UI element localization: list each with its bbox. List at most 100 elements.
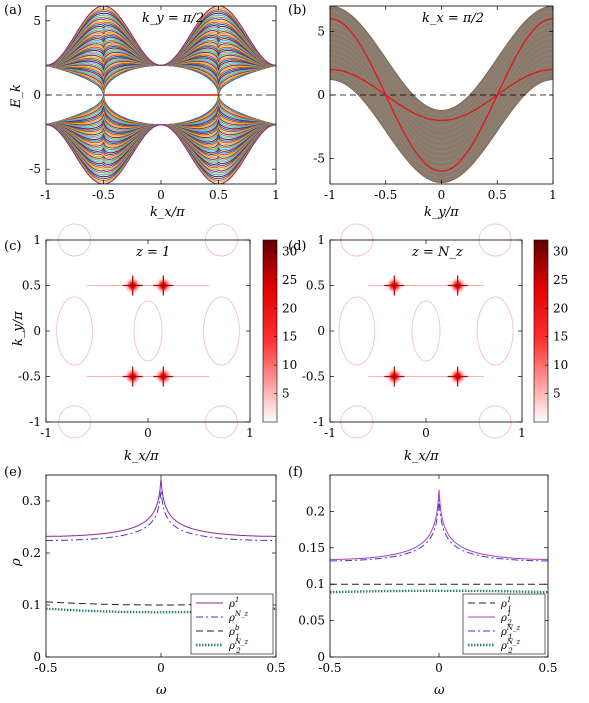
panel-d-xlabel: k_x/π [404, 449, 439, 464]
panel-a-annotation: k_y = π/2 [142, 11, 204, 26]
y-tick-label: 0 [317, 650, 325, 664]
panel-c: -1 0 1 -1 -0.5 0 0.5 1 5 10 15 20 25 30 (c) z = 1 k_… [4, 223, 297, 464]
colorbar-tick-label: 30 [282, 244, 297, 258]
y-tick-label: -0.5 [18, 370, 41, 384]
y-tick-label: 0 [33, 324, 41, 338]
x-tick-label: 0 [157, 661, 165, 675]
y-tick-label: 5 [317, 24, 325, 38]
band-striation [330, 32, 553, 137]
band-striation [330, 42, 553, 147]
panel-a-bands [46, 6, 276, 184]
panel-c-ticks: -1 0 1 -1 -0.5 0 0.5 1 [18, 233, 254, 440]
x-tick-label: 0.5 [209, 188, 228, 202]
spectral-contour [476, 296, 514, 366]
x-tick-label: 0 [422, 426, 430, 440]
colorbar-tick-label: 20 [282, 301, 297, 315]
y-tick-label: 0.3 [22, 494, 41, 508]
y-tick-label: -5 [313, 152, 325, 166]
panel-f: -0.5 0 0.500.050.10.150.2 ρ1 1ρ1 2ρN_z 1ρN_z 2… [288, 465, 558, 698]
band-striation [330, 11, 553, 116]
y-tick-label: 0.1 [306, 577, 325, 591]
legend-box [462, 593, 546, 655]
legend-entry: ρ1 [228, 596, 239, 610]
y-tick-label: -1 [313, 415, 325, 429]
y-tick-label: 0.1 [22, 598, 41, 612]
y-tick-label: 0.2 [22, 546, 41, 560]
surface-band-curve [330, 18, 553, 172]
y-tick-label: 0.15 [298, 541, 325, 555]
band-line [46, 6, 276, 66]
panel-a-xlabel: k_x/π [150, 205, 185, 220]
band-striation [330, 47, 553, 152]
y-tick-label: 0.5 [22, 279, 41, 293]
y-tick-label: 0.05 [298, 614, 325, 628]
panel-d-colorbar-ticks: 5 10 15 20 25 30 [545, 244, 568, 401]
panel-d-ticks: -1 0 1 -1 -0.5 0 0.5 1 [302, 233, 526, 440]
colorbar-tick-label: 15 [553, 330, 568, 344]
spectral-contour [56, 296, 94, 366]
colorbar-tick-label: 10 [282, 358, 297, 372]
x-tick-label: 0 [435, 661, 443, 675]
legend-entry: ρN_z [228, 610, 249, 624]
x-tick-label: -0.5 [374, 188, 397, 202]
y-tick-label: 0.5 [306, 279, 325, 293]
y-tick-label: 0.2 [306, 504, 325, 518]
panel-c-colorbar [262, 239, 278, 423]
y-tick-label: 0 [317, 324, 325, 338]
y-tick-label: -1 [29, 415, 41, 429]
y-tick-label: -5 [29, 162, 41, 176]
x-tick-label: -1 [324, 188, 336, 202]
panel-e-xlabel: ω [156, 683, 167, 698]
colorbar-tick-label: 10 [553, 358, 568, 372]
colorbar-tick-label: 30 [553, 244, 568, 258]
colorbar-tick-label: 15 [282, 330, 297, 344]
x-tick-label: -0.5 [92, 188, 115, 202]
legend-entry: ρ1 1 [500, 596, 512, 613]
y-tick-label: 0 [317, 88, 325, 102]
panel-c-annotation: z = 1 [135, 245, 170, 260]
dos-series-line [46, 479, 276, 537]
x-tick-label: -0.5 [318, 661, 341, 675]
panel-b-bands [330, 6, 553, 183]
panel-b-ticks: -1 -0.5 0 0.5 1 -5 0 5 [313, 6, 557, 202]
legend-entry: ρb 1 [228, 624, 240, 641]
band-striation [330, 37, 553, 142]
band-striation [330, 74, 553, 178]
x-tick-label: 0.5 [488, 188, 507, 202]
spectral-contour [338, 296, 376, 366]
y-tick-label: 5 [33, 14, 41, 28]
panel-b-xlabel: k_y/π [424, 205, 459, 220]
x-tick-label: -1 [40, 426, 52, 440]
x-tick-label: 0.5 [266, 661, 285, 675]
panel-e-ylabel: ρ [9, 558, 24, 567]
band-line [46, 124, 276, 184]
x-tick-label: -1 [40, 188, 52, 202]
y-tick-label: 1 [317, 233, 325, 247]
panel-c-ylabel: k_y/π [11, 311, 26, 346]
band-striation [330, 21, 553, 127]
panel-e-label: (e) [4, 465, 22, 480]
panel-c-colorbar-ticks: 5 10 15 20 25 30 [274, 244, 297, 401]
dos-series-line [330, 499, 548, 562]
legend-entry: ρ1 2 [500, 610, 512, 627]
x-tick-label: 0 [144, 426, 152, 440]
colorbar-tick-label: 5 [282, 387, 290, 401]
y-tick-label: 0 [33, 88, 41, 102]
spectral-contour [133, 300, 163, 362]
spectral-contour [411, 300, 441, 362]
dos-series-line [46, 490, 276, 541]
panel-e-ticks: -0.5 0 0.500.10.20.3 [22, 475, 286, 675]
panel-f-ticks: -0.5 0 0.500.050.10.150.2 [298, 475, 558, 675]
band-striation [330, 26, 553, 132]
panel-c-frame [45, 239, 251, 423]
panel-a: -1 -0.5 0 0.5 1 -5 0 5 (a) k_y = π/2 k_x/π E_k [4, 3, 280, 220]
dos-series-line [330, 589, 548, 594]
x-tick-label: 0.5 [538, 661, 557, 675]
x-tick-label: -1 [324, 426, 336, 440]
x-tick-label: 0 [157, 188, 165, 202]
panel-f-label: (f) [288, 465, 303, 480]
panel-d-colorbar [533, 239, 549, 423]
